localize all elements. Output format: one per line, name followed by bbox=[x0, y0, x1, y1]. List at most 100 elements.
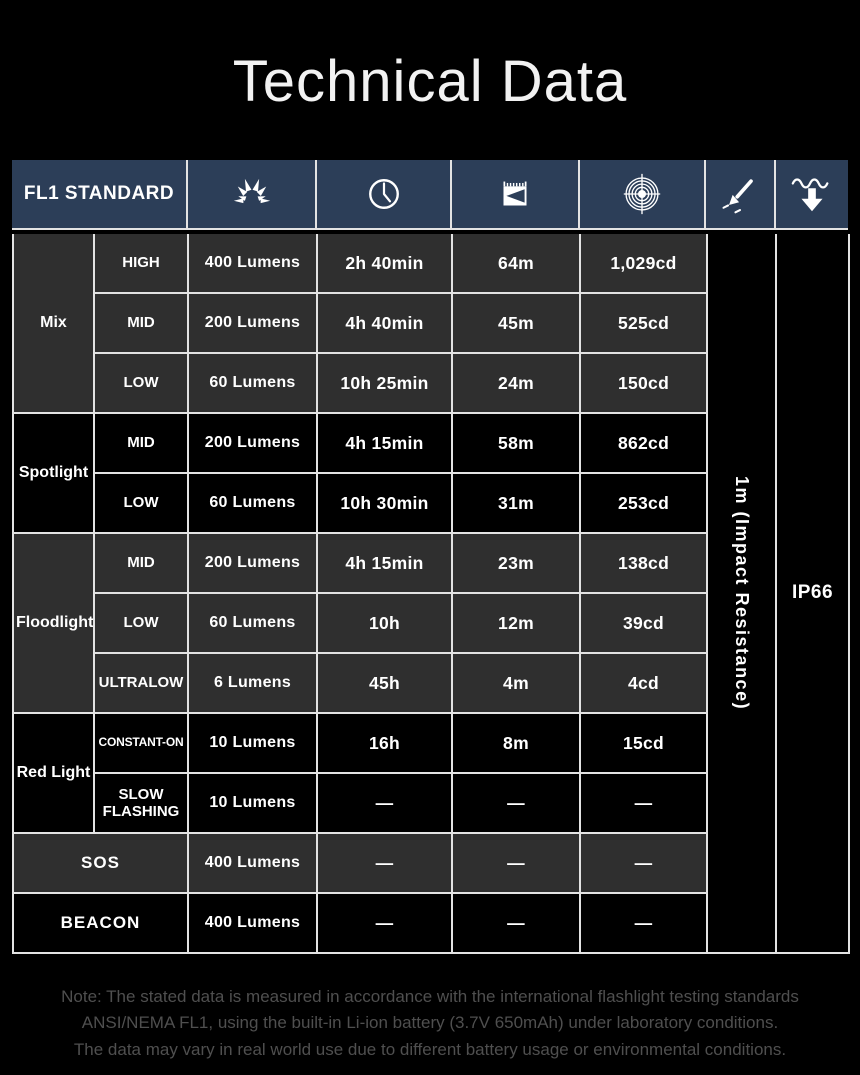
intensity-value: 1,029cd bbox=[579, 234, 708, 294]
runtime-value: 10h 30min bbox=[316, 472, 453, 534]
intensity-value: 862cd bbox=[579, 412, 708, 474]
table-header-row: FL1 STANDARD bbox=[12, 160, 848, 230]
spec-table: FL1 STANDARD bbox=[12, 160, 850, 954]
intensity-value: — bbox=[579, 832, 708, 894]
lumens-value: 60 Lumens bbox=[187, 352, 318, 414]
table-row: SLOW FLASHING 10 Lumens — — — bbox=[13, 772, 849, 834]
intensity-value: 4cd bbox=[579, 652, 708, 714]
fl1-standard-cell: FL1 STANDARD bbox=[12, 160, 186, 228]
footnote: Note: The stated data is measured in acc… bbox=[0, 984, 860, 1063]
runtime-clock-icon bbox=[368, 179, 399, 209]
section-label: Mix bbox=[12, 234, 95, 414]
lumens-value: 400 Lumens bbox=[187, 234, 318, 294]
footnote-line: Note: The stated data is measured in acc… bbox=[61, 987, 799, 1006]
table-row: Red Light CONSTANT-ON 10 Lumens 16h 8m 15cd bbox=[12, 712, 849, 834]
runtime-value: — bbox=[316, 892, 453, 954]
table-row: LOW 60 Lumens 10h 30min 31m 253cd bbox=[13, 472, 849, 534]
runtime-value: 16h bbox=[316, 712, 453, 774]
impact-resistance-icon bbox=[722, 179, 753, 214]
lumens-value: 400 Lumens bbox=[187, 832, 318, 894]
distance-value: — bbox=[451, 832, 581, 894]
lumens-value: 200 Lumens bbox=[187, 412, 318, 474]
peak-intensity-header-cell bbox=[580, 160, 704, 228]
distance-value: 4m bbox=[451, 652, 581, 714]
footnote-line: ANSI/NEMA FL1, using the built-in Li-ion… bbox=[81, 1013, 779, 1033]
table-row: LOW 60 Lumens 10h 12m 39cd bbox=[13, 592, 849, 654]
runtime-value: 4h 40min bbox=[316, 292, 453, 354]
distance-value: — bbox=[451, 772, 581, 834]
runtime-value: — bbox=[316, 832, 453, 894]
distance-value: 31m bbox=[451, 472, 581, 534]
table-row: SOS 400 Lumens — — — bbox=[12, 832, 849, 894]
intensity-value: 253cd bbox=[579, 472, 708, 534]
runtime-value: 4h 15min bbox=[316, 532, 453, 594]
ip-rating-cell: IP66 bbox=[775, 234, 850, 954]
mode-label: MID bbox=[93, 532, 189, 594]
mode-label: ULTRALOW bbox=[93, 652, 189, 714]
beam-distance-header-cell bbox=[452, 160, 578, 228]
runtime-value: — bbox=[316, 772, 453, 834]
lumens-value: 6 Lumens bbox=[187, 652, 318, 714]
mode-label: LOW bbox=[93, 352, 189, 414]
section-label: Floodlight bbox=[12, 532, 95, 714]
distance-value: 45m bbox=[451, 292, 581, 354]
table-row: LOW 60 Lumens 10h 25min 24m 150cd bbox=[13, 352, 849, 414]
runtime-header-cell bbox=[317, 160, 450, 228]
table-row: BEACON 400 Lumens — — — bbox=[12, 892, 849, 954]
footnote-line: The data may vary in real world use due … bbox=[73, 1039, 787, 1059]
table-row: Mix HIGH 400 Lumens 2h 40min 64m 1,029cd 1m (I… bbox=[12, 234, 850, 954]
mode-label: CONSTANT-ON bbox=[93, 712, 189, 774]
intensity-value: — bbox=[579, 772, 708, 834]
intensity-value: 525cd bbox=[579, 292, 708, 354]
intensity-value: 39cd bbox=[579, 592, 708, 654]
mode-label: HIGH bbox=[93, 234, 189, 294]
distance-value: 8m bbox=[451, 712, 581, 774]
section-label: BEACON bbox=[12, 892, 189, 954]
lumens-value: 10 Lumens bbox=[187, 772, 318, 834]
lumens-value: 60 Lumens bbox=[187, 592, 318, 654]
peak-intensity-icon bbox=[623, 173, 661, 215]
impact-resistance-cell: 1m (Impact Resistance) bbox=[706, 234, 777, 954]
runtime-value: 10h bbox=[316, 592, 453, 654]
distance-value: 64m bbox=[451, 234, 581, 294]
mode-label: SLOW FLASHING bbox=[93, 772, 189, 834]
distance-value: 24m bbox=[451, 352, 581, 414]
table-row: ULTRALOW 6 Lumens 45h 4m 4cd bbox=[13, 652, 849, 714]
mode-label: LOW bbox=[93, 592, 189, 654]
lumens-value: 10 Lumens bbox=[187, 712, 318, 774]
waterproof-icon bbox=[791, 178, 829, 212]
distance-value: 23m bbox=[451, 532, 581, 594]
runtime-value: 10h 25min bbox=[316, 352, 453, 414]
brightness-header-cell bbox=[188, 160, 315, 228]
distance-value: 58m bbox=[451, 412, 581, 474]
mode-label: MID bbox=[93, 292, 189, 354]
intensity-value: 138cd bbox=[579, 532, 708, 594]
intensity-value: — bbox=[579, 892, 708, 954]
mode-label: MID bbox=[93, 412, 189, 474]
lumens-value: 60 Lumens bbox=[187, 472, 318, 534]
section-label: Red Light bbox=[12, 712, 95, 834]
runtime-value: 2h 40min bbox=[316, 234, 453, 294]
table-row: Spotlight MID 200 Lumens 4h 15min 58m 862cd bbox=[12, 412, 849, 534]
impact-resistance-header-cell bbox=[706, 160, 774, 228]
spec-table-body-table: Mix HIGH 400 Lumens 2h 40min 64m 1,029cd 1m (I… bbox=[12, 234, 850, 954]
lumens-value: 400 Lumens bbox=[187, 892, 318, 954]
table-row: Floodlight MID 200 Lumens 4h 15min 23m 138cd bbox=[12, 532, 849, 714]
beam-distance-icon bbox=[503, 181, 527, 206]
lumens-value: 200 Lumens bbox=[187, 292, 318, 354]
waterproof-header-cell bbox=[776, 160, 848, 228]
distance-value: — bbox=[451, 892, 581, 954]
brightness-icon bbox=[233, 178, 270, 204]
intensity-value: 15cd bbox=[579, 712, 708, 774]
table-row: MID 200 Lumens 4h 40min 45m 525cd bbox=[13, 292, 849, 354]
runtime-value: 45h bbox=[316, 652, 453, 714]
intensity-value: 150cd bbox=[579, 352, 708, 414]
ip-rating-label: IP66 bbox=[791, 582, 834, 603]
section-label: Spotlight bbox=[12, 412, 95, 534]
lumens-value: 200 Lumens bbox=[187, 532, 318, 594]
section-label: SOS bbox=[12, 832, 189, 894]
page-title: Technical Data bbox=[232, 49, 628, 114]
distance-value: 12m bbox=[451, 592, 581, 654]
mode-label: LOW bbox=[93, 472, 189, 534]
impact-resistance-label: 1m (Impact Resistance) bbox=[732, 475, 752, 711]
